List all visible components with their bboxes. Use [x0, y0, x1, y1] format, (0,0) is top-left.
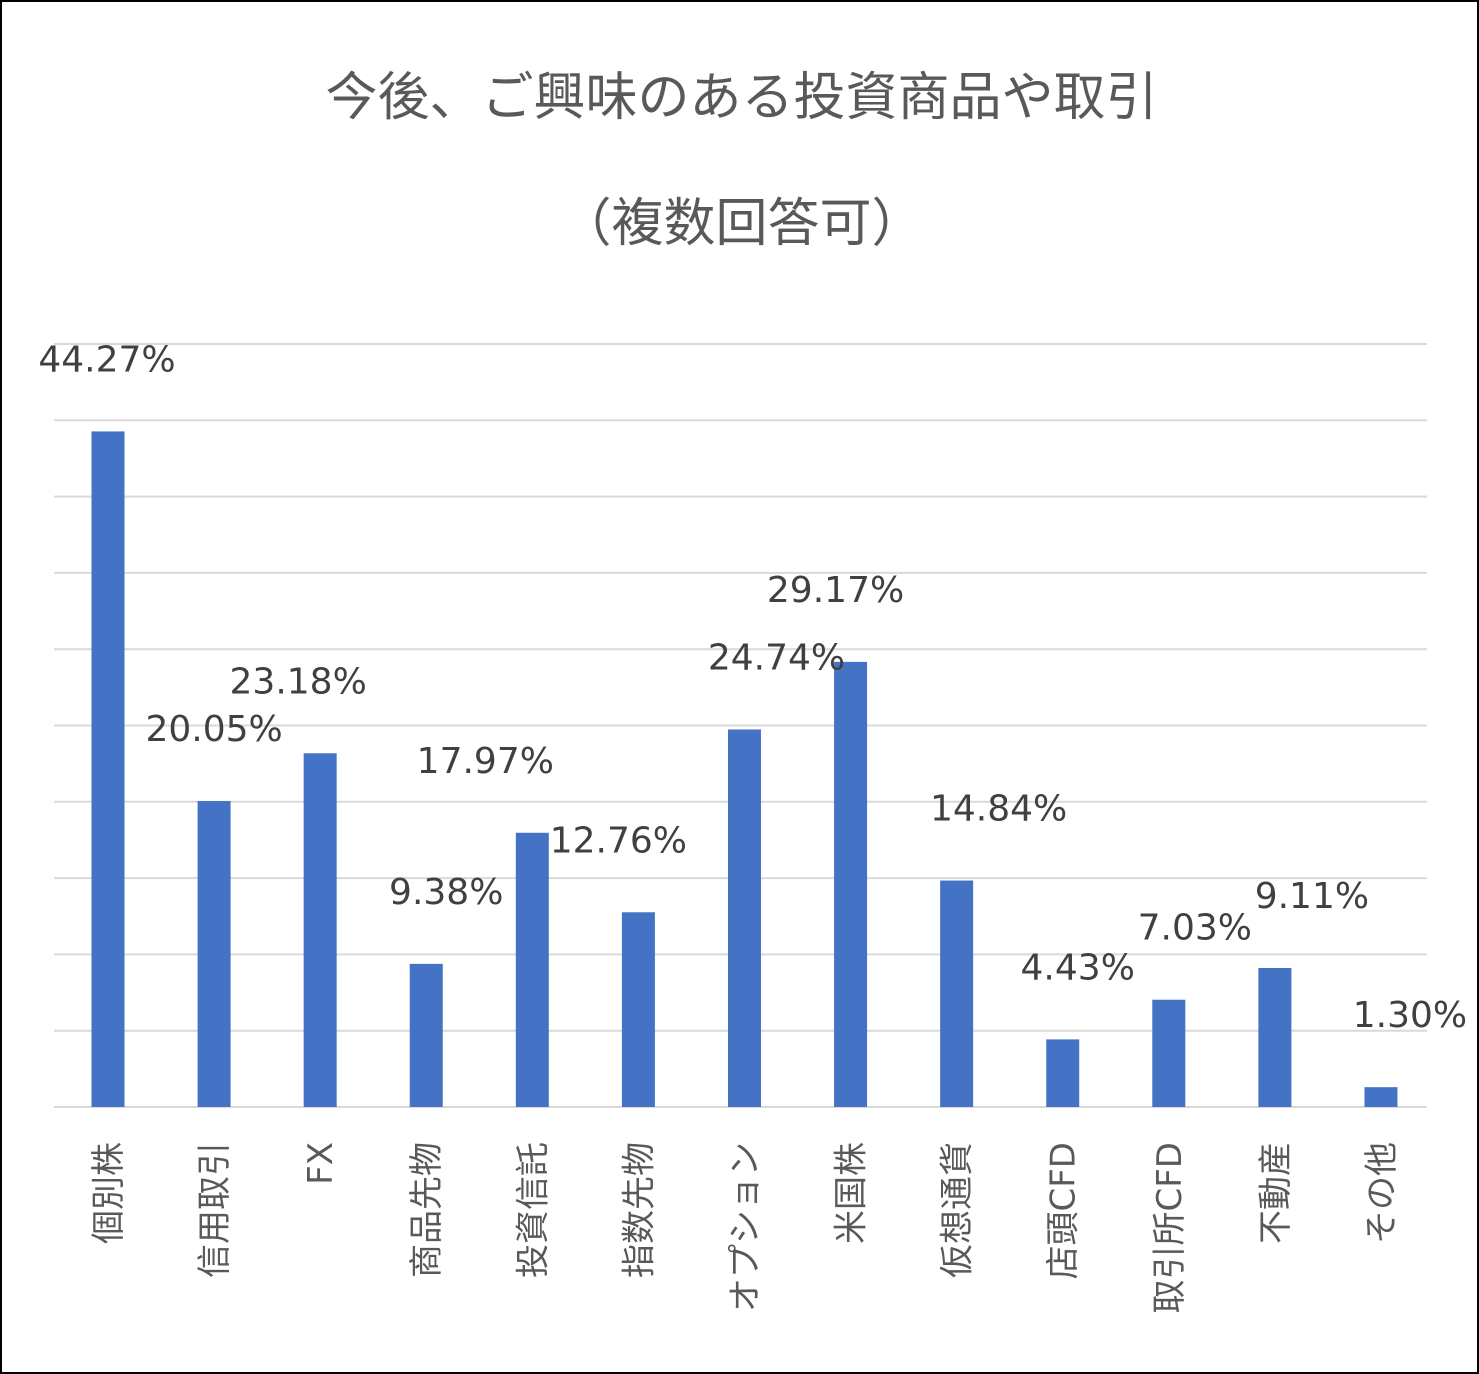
bar	[940, 880, 974, 1107]
data-label: 12.76%	[550, 820, 687, 861]
category-labels: 個別株 信用取引 FX 商品先物 投資信託 指数先物 オプション 米国株 仮想通貨 店頭CFD 取引…	[89, 1142, 1402, 1313]
bar	[303, 753, 337, 1107]
data-label: 7.03%	[1138, 908, 1252, 949]
category-label: 不動産	[1256, 1142, 1296, 1244]
gridlines	[54, 343, 1427, 1108]
bar	[1046, 1039, 1080, 1107]
data-label: 9.38%	[389, 872, 503, 913]
bar	[197, 801, 231, 1107]
data-label: 17.97%	[417, 741, 554, 782]
chart-title: 今後、ご興味のある投資商品や取引	[325, 68, 1158, 128]
category-label: 仮想通貨	[938, 1142, 978, 1278]
category-label: オプション	[725, 1142, 765, 1312]
bar	[834, 661, 868, 1107]
data-label: 4.43%	[1021, 947, 1135, 988]
data-label: 9.11%	[1255, 876, 1369, 917]
bar	[1364, 1087, 1398, 1107]
bar	[409, 963, 443, 1107]
category-label: 取引所CFD	[1150, 1142, 1190, 1313]
data-labels: 44.27% 20.05% 23.18% 9.38% 17.97% 12.76% 24.74…	[38, 339, 1467, 1036]
data-label: 20.05%	[145, 709, 282, 750]
data-label: 44.27%	[38, 339, 175, 380]
category-label: 投資信託	[513, 1142, 553, 1278]
bar	[91, 431, 125, 1107]
data-label: 14.84%	[930, 789, 1067, 830]
bar	[1152, 999, 1186, 1107]
category-label: 米国株	[832, 1142, 872, 1244]
bar	[621, 912, 655, 1107]
category-label: 信用取引	[195, 1142, 235, 1278]
bar	[727, 729, 761, 1107]
data-label: 23.18%	[230, 661, 367, 702]
category-label: 指数先物	[619, 1142, 659, 1278]
data-label: 29.17%	[767, 570, 904, 611]
bars	[91, 431, 1398, 1107]
category-label: FX	[301, 1142, 341, 1185]
category-label: その他	[1362, 1142, 1402, 1244]
bar	[515, 832, 549, 1107]
category-label: 個別株	[89, 1142, 129, 1244]
bar	[1258, 967, 1292, 1107]
category-label: 商品先物	[407, 1142, 447, 1278]
data-label: 1.30%	[1353, 995, 1467, 1036]
data-label: 24.74%	[708, 637, 845, 678]
category-label: 店頭CFD	[1044, 1142, 1084, 1279]
chart-subtitle: （複数回答可）	[559, 194, 924, 254]
